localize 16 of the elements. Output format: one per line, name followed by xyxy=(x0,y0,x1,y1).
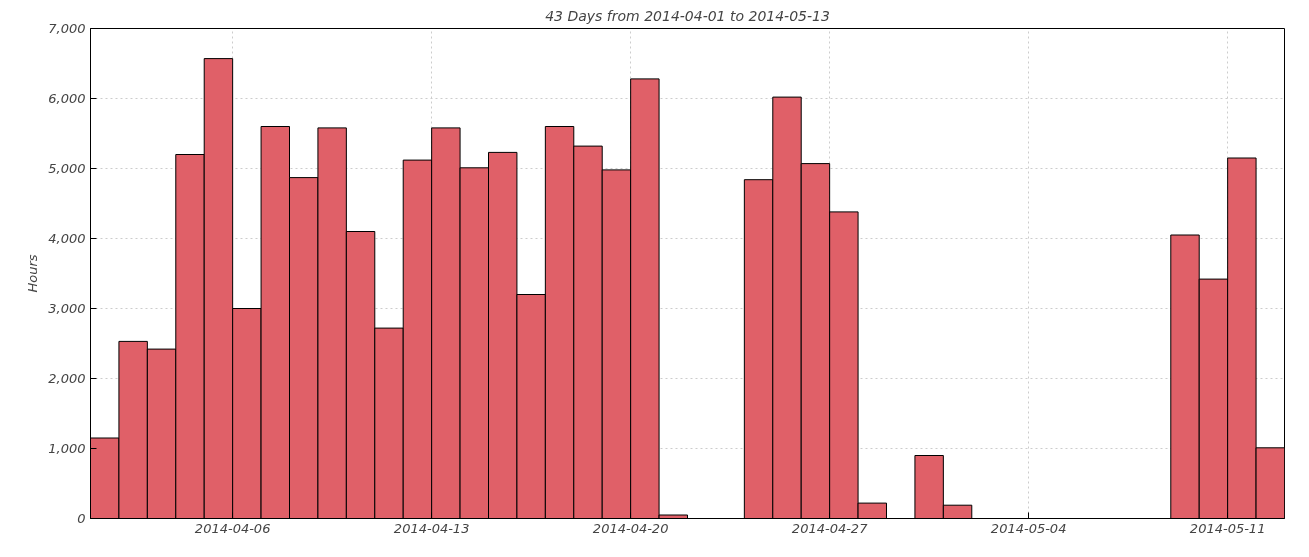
y-tick-label: 3,000 xyxy=(48,301,86,316)
x-tick-label: 2014-04-20 xyxy=(592,520,669,536)
y-axis-title: Hours xyxy=(25,254,41,293)
y-tick-label: 7,000 xyxy=(48,21,86,36)
chart-title: 43 Days from 2014-04-01 to 2014-05-13 xyxy=(545,7,830,24)
y-tick-label: 5,000 xyxy=(48,161,86,176)
x-tick-label: 2014-04-27 xyxy=(791,520,869,536)
y-tick-label: 1,000 xyxy=(48,441,86,456)
x-tick-label: 2014-05-04 xyxy=(990,520,1067,536)
y-tick-label: 0 xyxy=(77,511,86,526)
y-tick-label: 6,000 xyxy=(48,91,86,106)
x-tick-label: 2014-05-11 xyxy=(1189,520,1266,536)
y-tick-label: 4,000 xyxy=(48,231,86,246)
x-tick-label: 2014-04-06 xyxy=(194,520,271,536)
x-tick-label: 2014-04-13 xyxy=(393,520,470,536)
y-tick-label: 2,000 xyxy=(48,371,86,386)
